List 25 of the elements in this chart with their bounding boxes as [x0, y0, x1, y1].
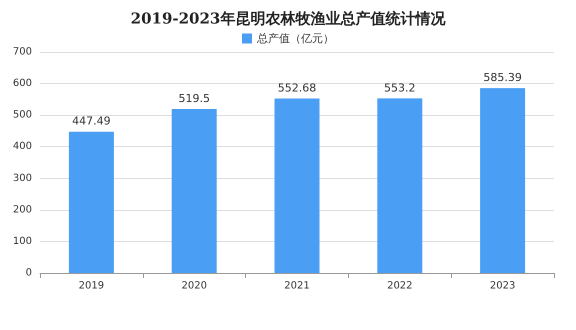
x-tick-label: 2022	[387, 280, 413, 292]
y-tick-label: 100	[12, 236, 32, 247]
y-tick-label: 200	[12, 204, 32, 216]
y-tick-label: 0	[26, 268, 32, 278]
bar	[274, 98, 320, 273]
x-tick-label: 2023	[490, 280, 516, 292]
x-tick-label: 2021	[284, 280, 310, 292]
data-label: 447.49	[72, 114, 111, 128]
y-tick-label: 600	[12, 78, 32, 90]
y-tick-label: 300	[12, 172, 32, 184]
data-label: 585.39	[483, 71, 522, 84]
bar	[68, 132, 114, 273]
data-label: 552.68	[278, 82, 316, 95]
bar	[480, 88, 526, 273]
bar	[172, 108, 217, 273]
bar	[377, 98, 422, 273]
y-tick-label: 500	[12, 110, 32, 121]
chart-title: 2019-2023年昆明农林牧渔业总产值统计情况	[130, 10, 446, 28]
x-tick-label: 2019	[78, 280, 104, 292]
data-label: 519.5	[178, 92, 210, 105]
x-tick-label: 2020	[181, 280, 207, 292]
y-tick-label: 700	[12, 46, 32, 58]
legend-label: 总产值（亿元）	[256, 32, 334, 45]
y-tick-label: 400	[12, 141, 32, 152]
data-label: 553.2	[384, 81, 416, 94]
